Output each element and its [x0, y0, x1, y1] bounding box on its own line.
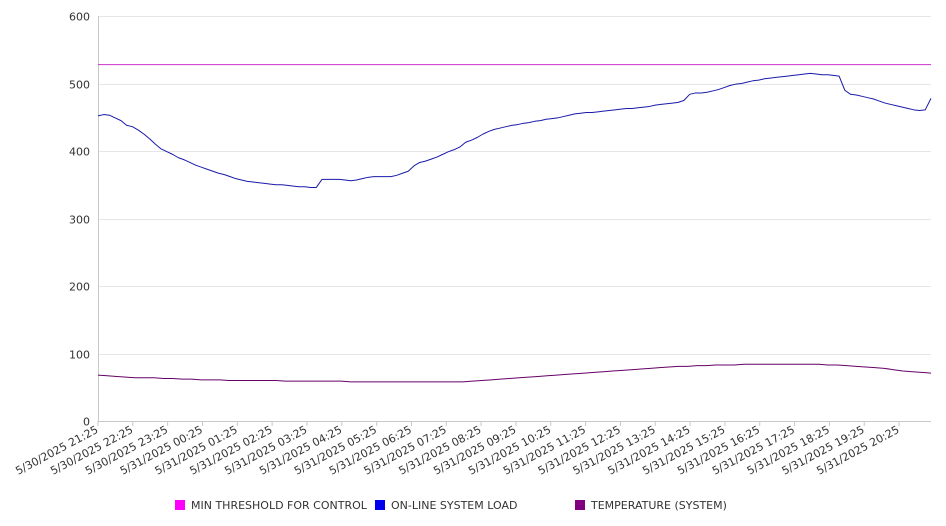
legend-swatch-min-threshold	[175, 500, 185, 510]
y-tick-label: 100	[69, 349, 90, 362]
legend: MIN THRESHOLD FOR CONTROL ON-LINE SYSTEM…	[0, 497, 946, 513]
legend-item-system-load[interactable]: ON-LINE SYSTEM LOAD	[375, 497, 517, 513]
legend-item-temperature[interactable]: TEMPERATURE (SYSTEM)	[575, 497, 727, 513]
legend-label-min-threshold: MIN THRESHOLD FOR CONTROL	[191, 498, 367, 512]
series-line-2	[97, 363, 932, 383]
legend-label-system-load: ON-LINE SYSTEM LOAD	[391, 498, 518, 512]
y-tick-label: 200	[69, 281, 90, 294]
y-tick-label: 500	[69, 79, 90, 92]
series-lines	[97, 64, 932, 383]
y-axis: 0 100 200 300 400 500 600	[69, 11, 99, 429]
y-tick-label: 600	[69, 11, 90, 24]
legend-label-temperature: TEMPERATURE (SYSTEM)	[591, 498, 727, 512]
legend-swatch-system-load	[375, 500, 385, 510]
y-tick-label: 0	[83, 416, 90, 429]
y-tick-label: 300	[69, 214, 90, 227]
series-line-1	[97, 72, 932, 188]
y-tick-label: 400	[69, 146, 90, 159]
gridlines	[98, 16, 931, 355]
legend-item-min-threshold[interactable]: MIN THRESHOLD FOR CONTROL	[175, 497, 367, 513]
x-axis: 5/30/2025 21:255/30/2025 22:255/30/2025 …	[13, 421, 931, 478]
legend-swatch-temperature	[575, 500, 585, 510]
